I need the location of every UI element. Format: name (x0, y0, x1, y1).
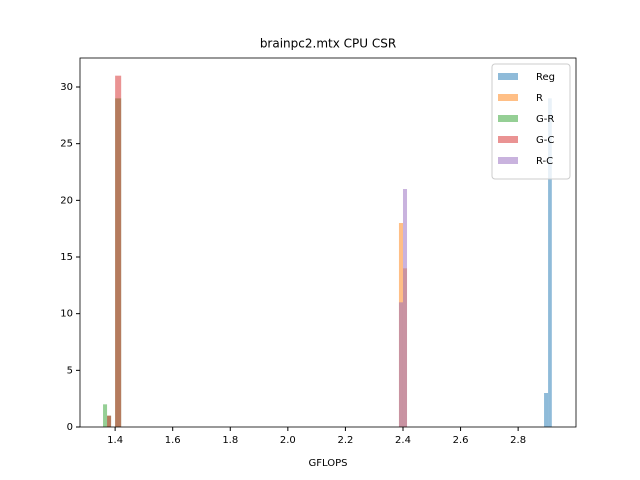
legend-label: R (536, 93, 543, 104)
legend-swatch (498, 94, 518, 101)
x-tick-label: 2.8 (510, 435, 526, 446)
chart-title: brainpc2.mtx CPU CSR (260, 37, 396, 51)
y-tick-label: 10 (60, 309, 73, 320)
legend-box (491, 63, 571, 180)
histogram-bar (107, 415, 112, 427)
x-tick-label: 1.8 (222, 435, 238, 446)
x-axis-label: GFLOPS (309, 458, 348, 469)
y-tick-label: 30 (60, 82, 73, 93)
y-tick-label: 15 (60, 252, 73, 263)
y-tick-label: 25 (60, 139, 73, 150)
y-tick-label: 0 (67, 422, 73, 433)
plot-frame (79, 57, 577, 428)
histogram-bar (115, 75, 122, 428)
histogram-bar (544, 393, 549, 427)
legend-label: G-R (536, 114, 554, 125)
legend-label: G-C (536, 135, 554, 146)
legend-swatch (498, 157, 518, 164)
legend-swatch (498, 73, 518, 80)
x-tick-label: 2.2 (337, 435, 353, 446)
histogram-bar (103, 404, 108, 427)
x-tick-label: 2.0 (280, 435, 296, 446)
x-tick-label: 2.4 (395, 435, 411, 446)
y-tick-label: 5 (67, 365, 73, 376)
legend-label: Reg (536, 72, 555, 83)
legend-swatch (498, 115, 518, 122)
legend-swatch (498, 136, 518, 143)
x-tick-label: 1.6 (165, 435, 181, 446)
legend-label: R-C (536, 156, 553, 167)
y-tick-label: 20 (60, 195, 73, 206)
x-tick-label: 2.6 (453, 435, 469, 446)
histogram-bar (398, 302, 403, 427)
histogram-bar (402, 189, 408, 427)
x-tick-label: 1.4 (107, 435, 123, 446)
histogram-bar (548, 98, 552, 427)
